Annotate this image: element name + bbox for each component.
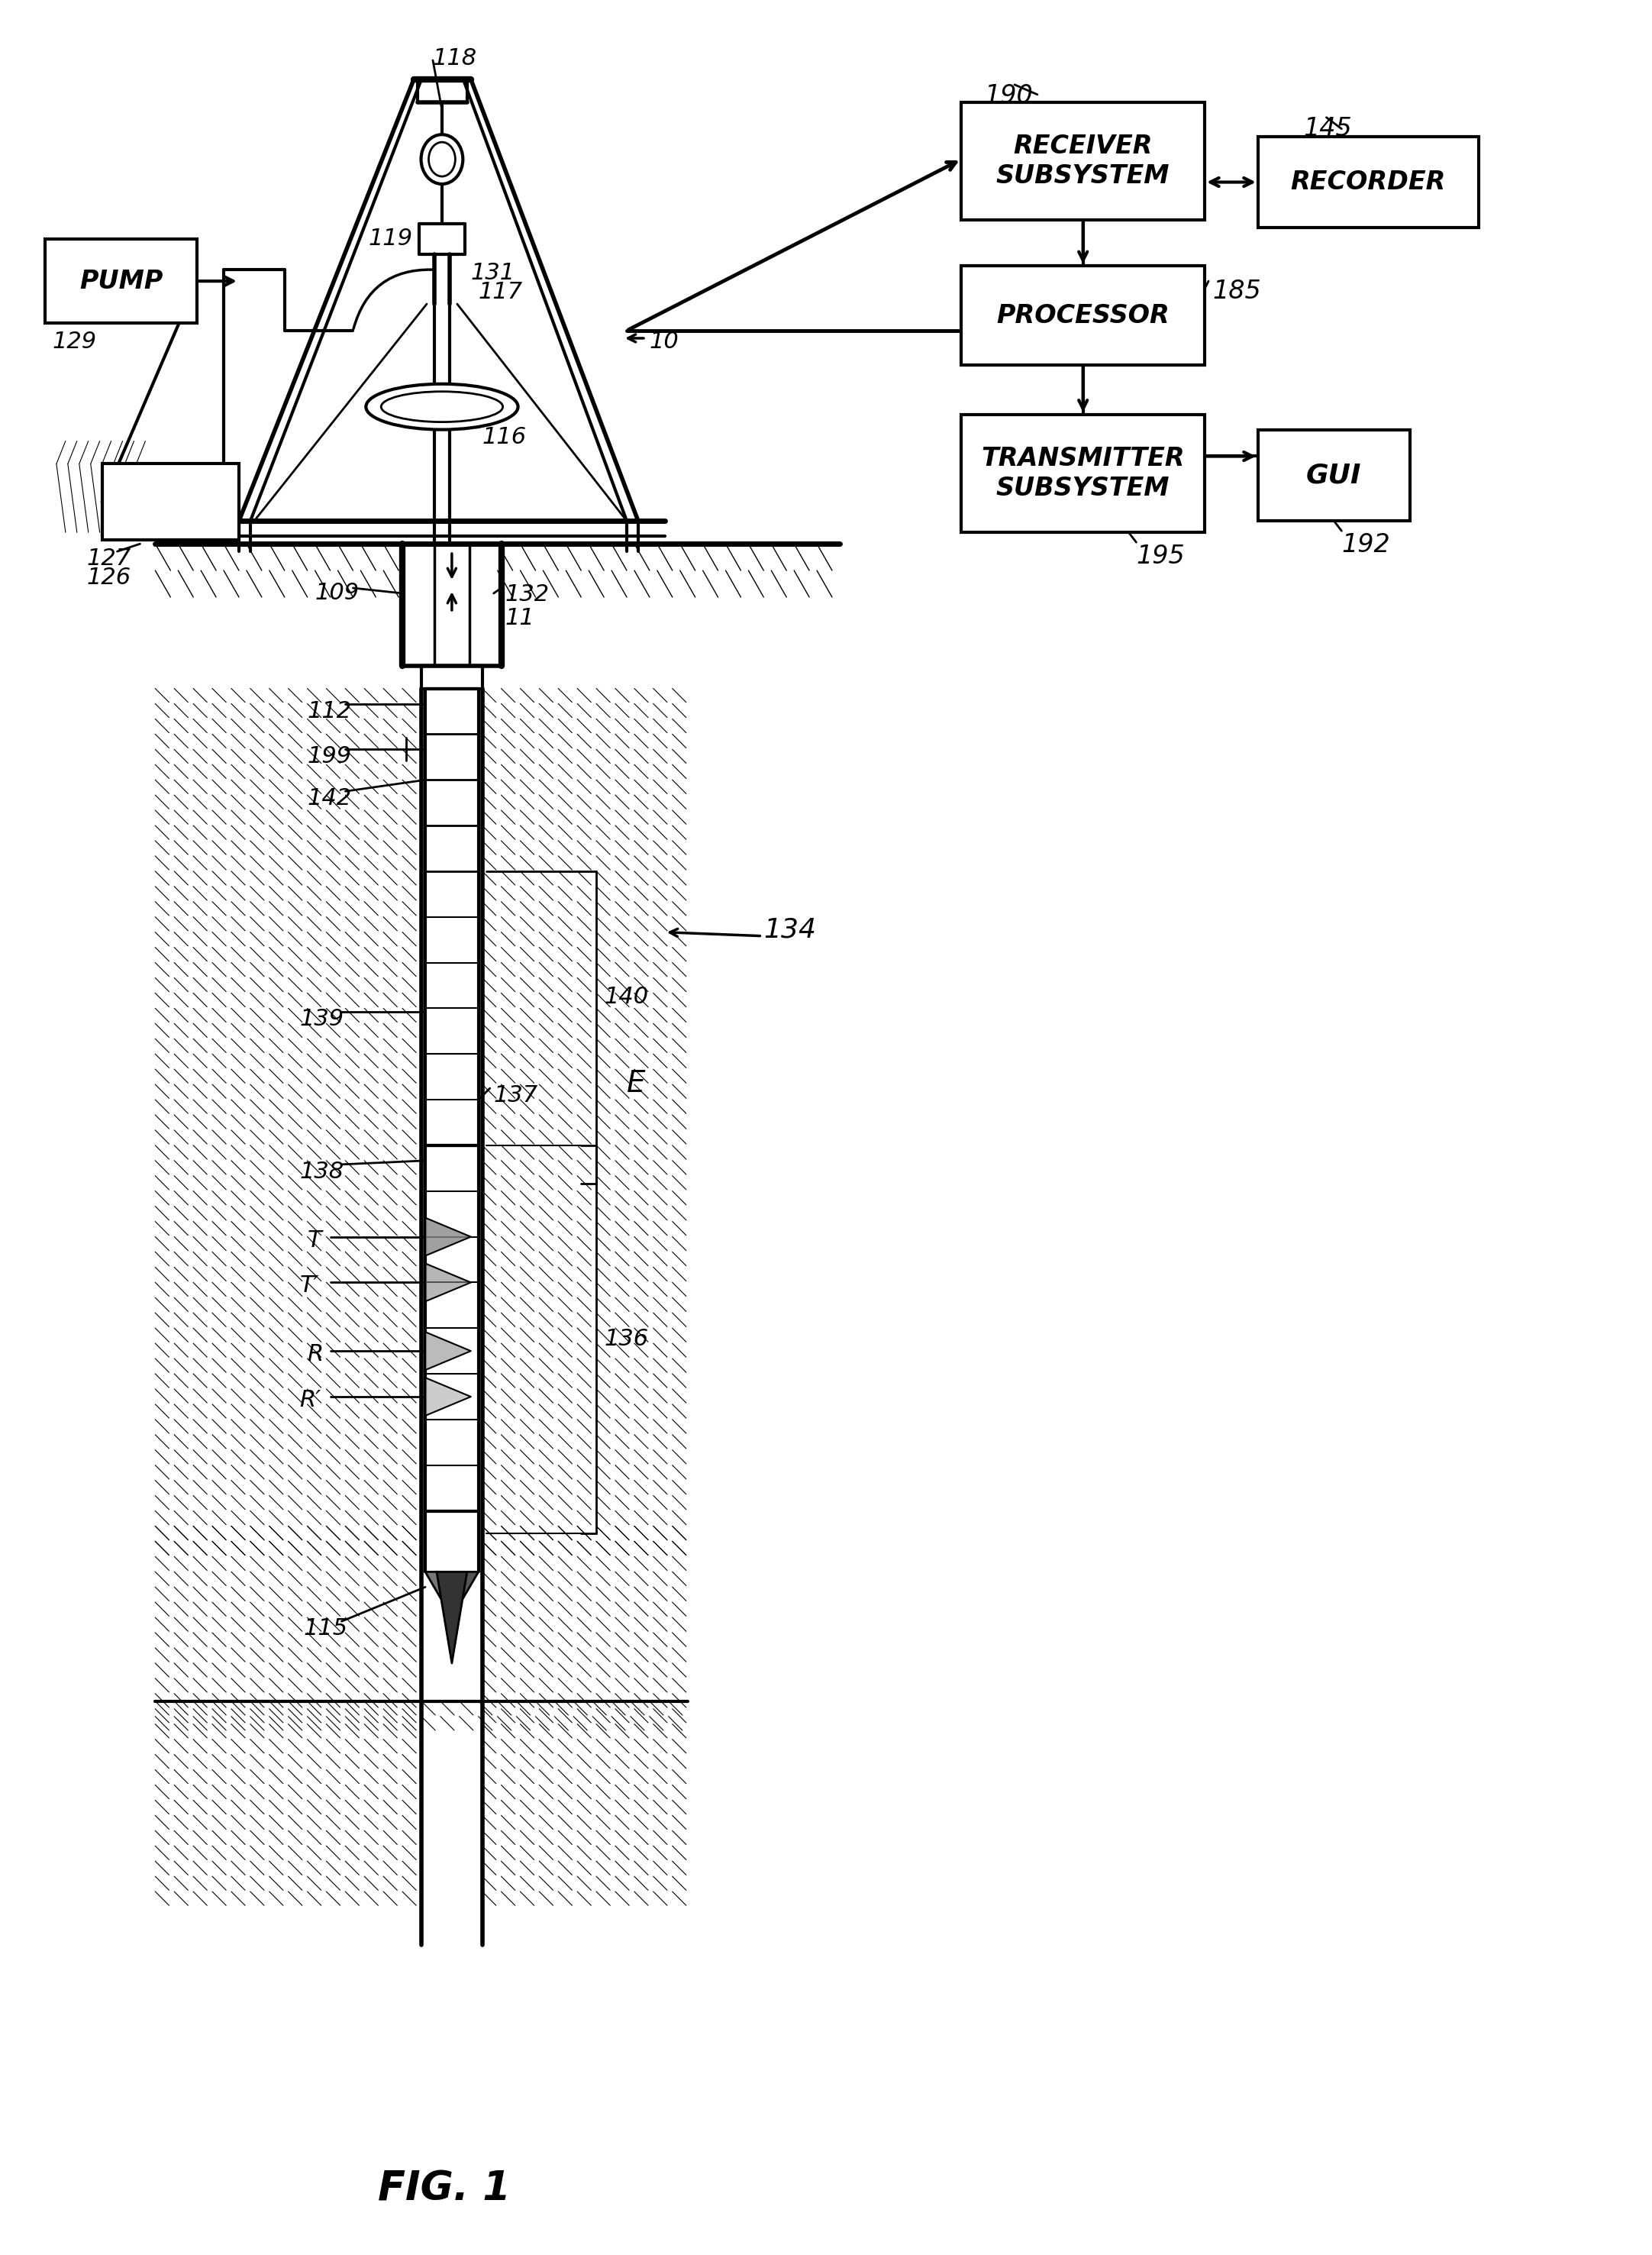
- Text: 138: 138: [299, 1161, 344, 1184]
- Text: 145: 145: [1303, 115, 1353, 142]
- Polygon shape: [425, 1378, 471, 1416]
- Text: 11: 11: [506, 607, 535, 629]
- Bar: [1257, 431, 1411, 521]
- Bar: [102, 465, 240, 539]
- Text: 117: 117: [479, 282, 522, 302]
- Bar: [961, 101, 1204, 221]
- Text: 126: 126: [88, 566, 131, 589]
- Polygon shape: [425, 1263, 471, 1301]
- Text: GUI: GUI: [1307, 462, 1361, 489]
- Text: E: E: [626, 1069, 646, 1098]
- Text: 199: 199: [307, 746, 352, 767]
- Text: 129: 129: [53, 331, 97, 352]
- Bar: [961, 415, 1204, 532]
- Bar: [45, 239, 197, 322]
- Text: 190: 190: [985, 83, 1032, 108]
- Text: 116: 116: [482, 426, 527, 449]
- Text: 115: 115: [304, 1617, 349, 1639]
- Text: 185: 185: [1213, 280, 1260, 304]
- Text: 109: 109: [316, 582, 360, 604]
- Text: 119: 119: [368, 228, 413, 250]
- Polygon shape: [453, 1572, 479, 1617]
- Bar: [961, 266, 1204, 365]
- Text: 137: 137: [494, 1085, 539, 1107]
- Text: PUMP: PUMP: [79, 268, 164, 293]
- Text: R′: R′: [299, 1389, 320, 1412]
- Text: RECEIVER
SUBSYSTEM: RECEIVER SUBSYSTEM: [996, 133, 1170, 189]
- Ellipse shape: [428, 142, 456, 176]
- Text: 112: 112: [307, 699, 352, 722]
- Ellipse shape: [421, 135, 463, 185]
- Text: FIG. 1: FIG. 1: [378, 2169, 510, 2208]
- Polygon shape: [425, 1333, 471, 1371]
- Text: PROCESSOR: PROCESSOR: [996, 302, 1170, 327]
- Text: 136: 136: [605, 1328, 648, 1351]
- Text: 139: 139: [299, 1008, 344, 1031]
- Ellipse shape: [382, 392, 502, 422]
- Text: 140: 140: [605, 985, 648, 1008]
- Polygon shape: [436, 1572, 468, 1664]
- Text: 134: 134: [763, 918, 816, 943]
- Text: R: R: [307, 1344, 324, 1367]
- Polygon shape: [425, 1572, 453, 1617]
- Text: 132: 132: [506, 584, 550, 607]
- Text: 131: 131: [471, 262, 515, 284]
- Text: RECORDER: RECORDER: [1290, 169, 1446, 194]
- Text: T′: T′: [299, 1274, 319, 1297]
- Text: 10: 10: [649, 331, 679, 352]
- Text: 142: 142: [307, 787, 352, 810]
- Bar: [1257, 138, 1479, 228]
- Ellipse shape: [367, 383, 519, 431]
- Text: 118: 118: [433, 47, 477, 70]
- Polygon shape: [425, 1218, 471, 1256]
- Text: TRANSMITTER
SUBSYSTEM: TRANSMITTER SUBSYSTEM: [981, 446, 1184, 501]
- Text: 195: 195: [1137, 543, 1184, 568]
- Text: 127: 127: [88, 548, 131, 571]
- Text: 192: 192: [1341, 532, 1391, 557]
- Text: T: T: [307, 1229, 322, 1252]
